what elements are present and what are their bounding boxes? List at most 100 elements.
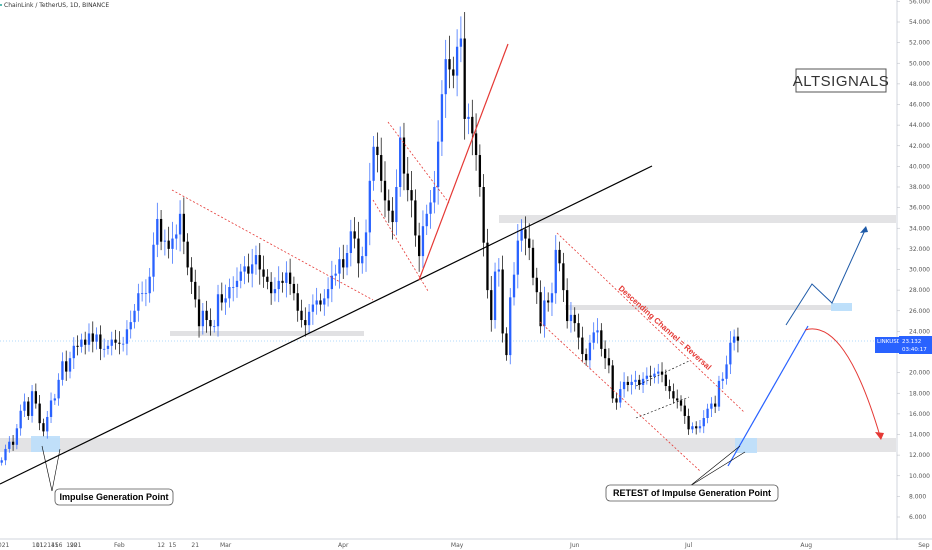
candle-bearish[interactable]: [319, 300, 322, 305]
candle-bearish[interactable]: [482, 187, 485, 243]
candle-bearish[interactable]: [376, 146, 379, 156]
candle-bullish[interactable]: [429, 202, 432, 214]
candle-bearish[interactable]: [65, 361, 68, 372]
candle-bullish[interactable]: [372, 146, 375, 181]
candle-bullish[interactable]: [133, 310, 136, 323]
candle-bearish[interactable]: [406, 173, 409, 191]
candle-bullish[interactable]: [444, 59, 447, 95]
candles[interactable]: [0, 12, 740, 466]
candle-bullish[interactable]: [588, 342, 592, 361]
candle-bullish[interactable]: [459, 38, 463, 47]
candle-bullish[interactable]: [520, 229, 523, 241]
candle-bearish[interactable]: [660, 371, 664, 375]
candle-bearish[interactable]: [118, 342, 121, 344]
candle-bullish[interactable]: [497, 269, 500, 272]
candle-bullish[interactable]: [512, 274, 516, 298]
candle-bearish[interactable]: [258, 255, 261, 270]
candle-bullish[interactable]: [550, 293, 554, 303]
candle-bullish[interactable]: [440, 94, 444, 142]
candle-bearish[interactable]: [380, 155, 383, 181]
candle-bearish[interactable]: [391, 210, 394, 223]
candle-bearish[interactable]: [220, 294, 223, 303]
candle-bullish[interactable]: [364, 232, 368, 257]
candle-bearish[interactable]: [410, 190, 413, 201]
candle-bearish[interactable]: [42, 423, 45, 432]
candle-bullish[interactable]: [216, 294, 220, 327]
candle-bullish[interactable]: [285, 272, 288, 283]
candle-bearish[interactable]: [679, 400, 683, 406]
candle-bearish[interactable]: [668, 386, 671, 392]
candle-bearish[interactable]: [535, 277, 538, 293]
candle-bearish[interactable]: [562, 263, 565, 291]
candle-bullish[interactable]: [467, 116, 470, 119]
candle-bearish[interactable]: [414, 200, 417, 236]
candle-bearish[interactable]: [490, 290, 493, 321]
candle-bullish[interactable]: [72, 345, 75, 359]
candle-bullish[interactable]: [53, 398, 56, 401]
candle-bullish[interactable]: [95, 334, 98, 342]
candle-bearish[interactable]: [205, 310, 208, 321]
candle-bearish[interactable]: [600, 330, 603, 349]
candle-bullish[interactable]: [8, 441, 11, 449]
candle-bearish[interactable]: [672, 391, 675, 399]
candle-bearish[interactable]: [84, 339, 87, 345]
candle-bearish[interactable]: [99, 334, 102, 349]
candle-bullish[interactable]: [140, 293, 144, 295]
candle-bullish[interactable]: [57, 379, 60, 399]
candle-bullish[interactable]: [338, 259, 341, 274]
candle-bearish[interactable]: [463, 38, 466, 119]
candle-bullish[interactable]: [254, 255, 258, 265]
candle-bearish[interactable]: [736, 336, 740, 341]
candle-bullish[interactable]: [592, 332, 595, 343]
candle-bullish[interactable]: [273, 289, 277, 294]
candle-bullish[interactable]: [425, 213, 428, 227]
candle-bearish[interactable]: [687, 415, 690, 430]
candle-bullish[interactable]: [569, 314, 573, 322]
candle-bullish[interactable]: [554, 249, 557, 294]
candle-bullish[interactable]: [326, 289, 330, 299]
candle-bullish[interactable]: [334, 273, 337, 276]
candle-bullish[interactable]: [110, 339, 113, 346]
candle-bullish[interactable]: [239, 271, 242, 281]
candle-bullish[interactable]: [243, 266, 246, 272]
price-axis[interactable]: 6.000 8.000 10.000 12.000 14.000 16.000 18.000…: [896, 0, 930, 540]
candle-bullish[interactable]: [433, 187, 436, 203]
candle-bearish[interactable]: [182, 213, 186, 242]
candle-bearish[interactable]: [288, 272, 292, 284]
candle-bearish[interactable]: [342, 259, 345, 268]
candle-bullish[interactable]: [156, 218, 159, 245]
candle-bullish[interactable]: [657, 371, 660, 374]
candle-bearish[interactable]: [714, 403, 717, 407]
candle-bullish[interactable]: [493, 271, 497, 321]
candle-bullish[interactable]: [368, 180, 371, 233]
candle-bearish[interactable]: [676, 398, 679, 401]
candle-bearish[interactable]: [558, 249, 561, 264]
candle-bearish[interactable]: [76, 345, 79, 347]
candle-bearish[interactable]: [387, 200, 390, 211]
candle-bearish[interactable]: [531, 247, 535, 278]
candle-bullish[interactable]: [144, 293, 148, 295]
candle-bearish[interactable]: [402, 137, 406, 174]
candle-bearish[interactable]: [626, 381, 630, 385]
candle-bearish[interactable]: [167, 240, 170, 249]
candle-bullish[interactable]: [725, 364, 728, 379]
candle-bullish[interactable]: [61, 361, 64, 380]
candle-bearish[interactable]: [353, 231, 356, 239]
candle-bullish[interactable]: [732, 336, 736, 343]
candle-bullish[interactable]: [228, 287, 231, 299]
candle-bullish[interactable]: [0, 460, 3, 463]
candle-bullish[interactable]: [235, 280, 239, 288]
candle-bullish[interactable]: [645, 375, 648, 379]
candle-bearish[interactable]: [695, 426, 698, 429]
candle-bearish[interactable]: [91, 333, 94, 342]
candle-bearish[interactable]: [471, 116, 474, 134]
candle-bullish[interactable]: [619, 389, 622, 403]
candle-bearish[interactable]: [190, 267, 193, 282]
candle-bullish[interactable]: [345, 253, 349, 268]
candle-bullish[interactable]: [421, 226, 425, 257]
candle-bullish[interactable]: [125, 329, 129, 344]
candle-bullish[interactable]: [178, 213, 182, 235]
candle-bearish[interactable]: [474, 133, 478, 156]
candle-bullish[interactable]: [277, 280, 280, 290]
